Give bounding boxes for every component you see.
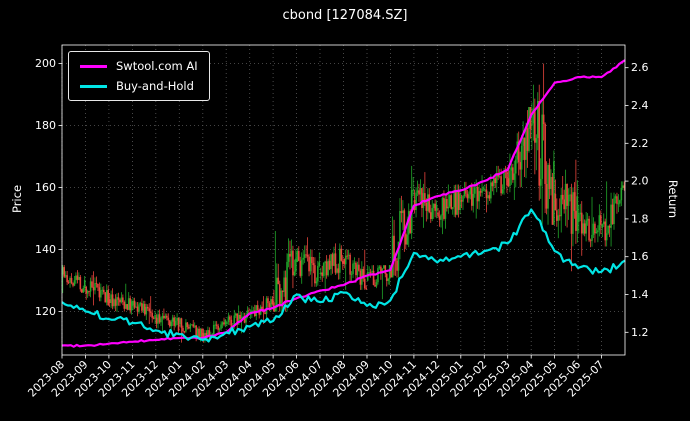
price-tick-label: 180 <box>35 119 56 132</box>
price-tick-label: 160 <box>35 181 56 194</box>
candles-down <box>63 63 626 343</box>
legend: Swtool.com AI Buy-and-Hold <box>68 51 210 101</box>
price-tick-label: 200 <box>35 57 56 70</box>
chart-title: cbond [127084.SZ] <box>282 8 408 23</box>
return-tick-label: 1.2 <box>631 326 649 339</box>
return-tick-label: 1.4 <box>631 288 649 301</box>
legend-swatch-bh-line <box>80 84 107 88</box>
return-tick-label: 1.6 <box>631 250 649 263</box>
legend-item-bh: Buy-and-Hold <box>80 79 198 93</box>
return-tick-label: 2.4 <box>631 99 649 112</box>
price-tick-label: 140 <box>35 243 56 256</box>
series-line-ai <box>61 59 626 348</box>
legend-label-ai: Swtool.com AI <box>116 59 198 73</box>
tick-marks <box>58 63 629 359</box>
return-tick-label: 2.0 <box>631 175 649 188</box>
return-tick-label: 2.6 <box>631 61 649 74</box>
legend-item-ai: Swtool.com AI <box>80 59 198 73</box>
tick-labels: 1201401601802001.21.41.61.82.02.22.42.62… <box>25 57 648 400</box>
price-tick-label: 120 <box>35 305 56 318</box>
right-axis-label: Return <box>666 179 680 219</box>
left-axis-label: Price <box>10 184 24 214</box>
series-line-bh <box>61 208 626 343</box>
legend-label-bh: Buy-and-Hold <box>116 79 194 93</box>
return-tick-label: 2.2 <box>631 137 649 150</box>
return-tick-label: 1.8 <box>631 212 649 225</box>
legend-swatch-ai-line <box>80 64 107 68</box>
